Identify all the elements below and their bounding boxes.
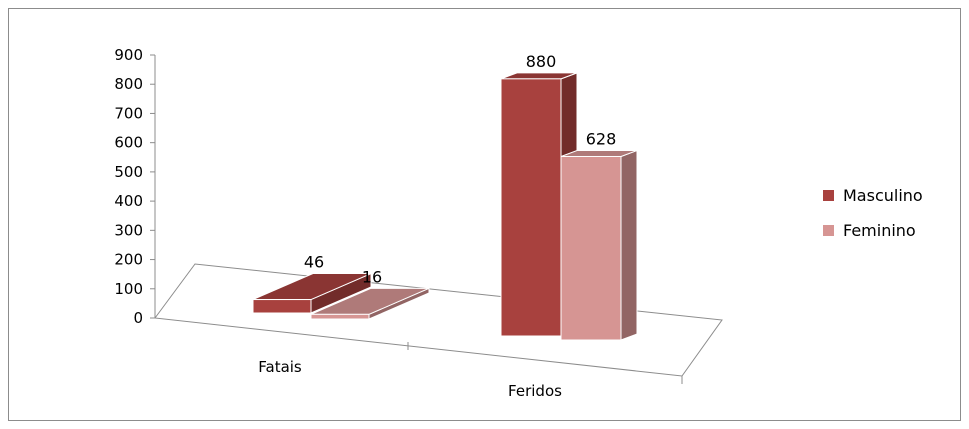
bar-feminino-fatais <box>310 287 430 320</box>
bar-side-face <box>620 149 638 341</box>
y-tick-label: 700 <box>114 104 143 122</box>
y-tick-label: 100 <box>114 280 143 298</box>
data-label: 46 <box>304 253 324 272</box>
y-tick-label: 200 <box>114 251 143 269</box>
x-category-label: Fatais <box>258 358 302 376</box>
y-tick-label: 300 <box>114 221 143 239</box>
legend-item-masculino: Masculino <box>823 186 923 205</box>
bar-front-face <box>500 78 562 337</box>
legend-item-feminino: Feminino <box>823 221 916 240</box>
legend-label: Masculino <box>843 186 923 205</box>
y-tick-label: 900 <box>114 46 143 64</box>
y-tick-label: 500 <box>114 163 143 181</box>
bar-front-face <box>310 313 370 320</box>
legend-label: Feminino <box>843 221 916 240</box>
bar-front-face <box>560 155 622 341</box>
y-tick-label: 600 <box>114 134 143 152</box>
bar-masculino-fatais <box>252 272 372 314</box>
x-category-label: Feridos <box>508 382 562 400</box>
legend-swatch <box>823 190 834 201</box>
y-tick-label: 400 <box>114 192 143 210</box>
bar-front-face <box>252 299 312 314</box>
bar-feminino-feridos <box>560 149 638 341</box>
y-tick-label: 800 <box>114 75 143 93</box>
data-label: 880 <box>526 52 557 71</box>
y-tick-label: 0 <box>133 309 143 327</box>
data-label: 628 <box>586 129 617 148</box>
legend-swatch <box>823 225 834 236</box>
data-label: 16 <box>362 267 382 286</box>
